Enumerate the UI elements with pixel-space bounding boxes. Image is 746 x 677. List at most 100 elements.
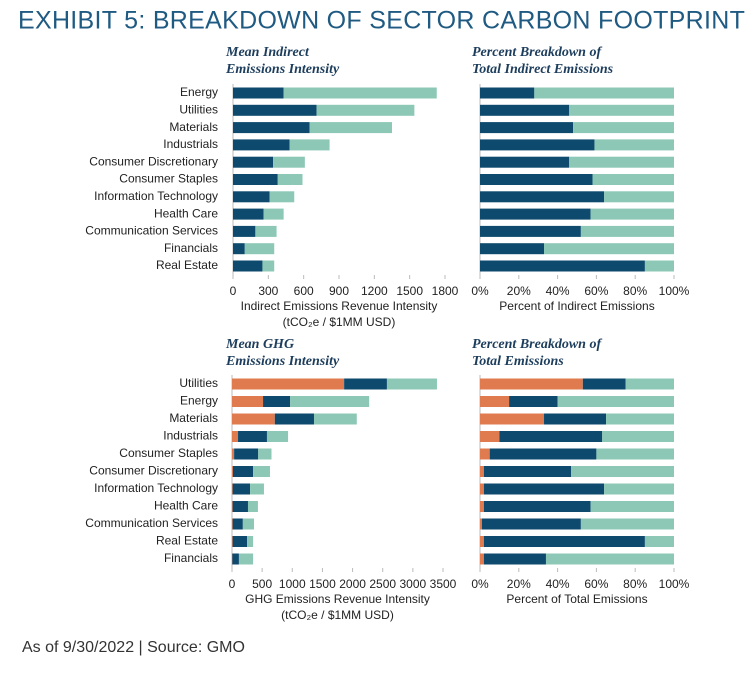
bar-segment bbox=[290, 139, 330, 150]
x-tick-label: 3500 bbox=[430, 577, 457, 591]
x-tick-label: 80% bbox=[623, 577, 647, 591]
category-label: Industrials bbox=[163, 429, 218, 443]
x-tick-label: 0 bbox=[230, 284, 237, 298]
bar-segment bbox=[480, 379, 583, 390]
category-label: Consumer Discretionary bbox=[89, 464, 218, 478]
x-tick-label: 20% bbox=[507, 284, 531, 298]
panel-title: Emissions Intensity bbox=[225, 354, 340, 369]
bar-segment bbox=[262, 261, 274, 272]
bar-segment bbox=[232, 379, 344, 390]
bar-segment bbox=[387, 379, 437, 390]
bar-segment bbox=[484, 501, 591, 512]
bar-segment bbox=[534, 88, 674, 99]
panel-title: Percent Breakdown of bbox=[472, 337, 602, 352]
x-axis-label: (tCO₂e / $1MM USD) bbox=[281, 608, 394, 622]
panel-title: Mean Indirect bbox=[225, 45, 310, 60]
bar-segment bbox=[233, 501, 248, 512]
bar-segment bbox=[480, 88, 534, 99]
x-tick-label: 0% bbox=[471, 577, 489, 591]
bar-segment bbox=[484, 554, 546, 565]
bar-segment bbox=[490, 449, 597, 460]
bar-segment bbox=[480, 157, 569, 168]
bar-segment bbox=[233, 191, 270, 202]
panel-title: Mean GHG bbox=[225, 337, 294, 352]
category-label: Real Estate bbox=[156, 534, 218, 548]
bar-segment bbox=[233, 174, 278, 185]
bar-segment bbox=[234, 449, 258, 460]
category-label: Energy bbox=[180, 394, 218, 408]
bar-segment bbox=[509, 396, 557, 407]
panel-title: Emissions Intensity bbox=[225, 62, 340, 77]
panel-title: Total Indirect Emissions bbox=[472, 62, 614, 77]
bar-segment bbox=[480, 396, 509, 407]
category-label: Communication Services bbox=[85, 224, 218, 238]
category-label: Materials bbox=[169, 411, 218, 425]
x-tick-label: 1500 bbox=[396, 284, 423, 298]
bar-segment bbox=[484, 536, 645, 547]
x-axis-label: Percent of Total Emissions bbox=[506, 592, 647, 606]
bar-segment bbox=[591, 501, 674, 512]
x-tick-label: 80% bbox=[623, 284, 647, 298]
bar-segment bbox=[243, 519, 254, 530]
bar-segment bbox=[480, 414, 544, 425]
bar-segment bbox=[594, 139, 674, 150]
bar-segment bbox=[480, 431, 499, 442]
bar-segment bbox=[253, 466, 270, 477]
bar-segment bbox=[278, 174, 303, 185]
category-label: Communication Services bbox=[85, 516, 218, 530]
x-tick-label: 1200 bbox=[361, 284, 388, 298]
x-tick-label: 20% bbox=[507, 577, 531, 591]
bar-segment bbox=[645, 261, 674, 272]
category-label: Consumer Staples bbox=[119, 172, 218, 186]
bar-segment bbox=[480, 261, 645, 272]
bar-segment bbox=[558, 396, 674, 407]
category-label: Energy bbox=[180, 85, 218, 99]
x-tick-label: 1800 bbox=[432, 284, 459, 298]
bar-segment bbox=[480, 122, 573, 133]
x-tick-label: 600 bbox=[294, 284, 314, 298]
bar-segment bbox=[484, 466, 571, 477]
bar-segment bbox=[232, 414, 275, 425]
bar-segment bbox=[593, 174, 674, 185]
x-axis-label: GHG Emissions Revenue Intensity bbox=[245, 592, 430, 606]
x-tick-label: 0% bbox=[471, 284, 489, 298]
bar-segment bbox=[480, 226, 581, 237]
bar-segment bbox=[239, 554, 253, 565]
bar-segment bbox=[238, 431, 267, 442]
bar-segment bbox=[571, 466, 674, 477]
bar-segment bbox=[250, 484, 264, 495]
bar-segment bbox=[480, 243, 544, 254]
bar-segment bbox=[233, 519, 243, 530]
category-label: Consumer Staples bbox=[119, 446, 218, 460]
x-axis-label: Percent of Indirect Emissions bbox=[499, 299, 654, 313]
category-label: Financials bbox=[164, 241, 218, 255]
bar-segment bbox=[480, 484, 484, 495]
bar-segment bbox=[232, 466, 233, 477]
bar-segment bbox=[233, 536, 247, 547]
bar-segment bbox=[317, 105, 415, 116]
x-tick-label: 40% bbox=[546, 284, 570, 298]
bar-segment bbox=[233, 105, 317, 116]
bar-segment bbox=[546, 554, 674, 565]
bar-segment bbox=[258, 449, 271, 460]
bar-segment bbox=[232, 554, 239, 565]
bar-segment bbox=[480, 449, 490, 460]
x-tick-label: 3000 bbox=[400, 577, 427, 591]
x-tick-label: 60% bbox=[584, 577, 608, 591]
bar-segment bbox=[602, 431, 674, 442]
bar-segment bbox=[569, 157, 674, 168]
bar-segment bbox=[480, 536, 484, 547]
bar-segment bbox=[645, 536, 674, 547]
bar-segment bbox=[264, 209, 284, 220]
bar-segment bbox=[233, 88, 284, 99]
x-axis-label: Indirect Emissions Revenue Intensity bbox=[241, 299, 438, 313]
bar-segment bbox=[233, 139, 290, 150]
category-label: Utilities bbox=[179, 102, 218, 116]
bar-segment bbox=[270, 191, 295, 202]
x-tick-label: 900 bbox=[329, 284, 349, 298]
bar-segment bbox=[604, 484, 674, 495]
bar-segment bbox=[232, 449, 234, 460]
x-tick-label: 2000 bbox=[339, 577, 366, 591]
bar-segment bbox=[233, 484, 250, 495]
bar-segment bbox=[569, 105, 674, 116]
